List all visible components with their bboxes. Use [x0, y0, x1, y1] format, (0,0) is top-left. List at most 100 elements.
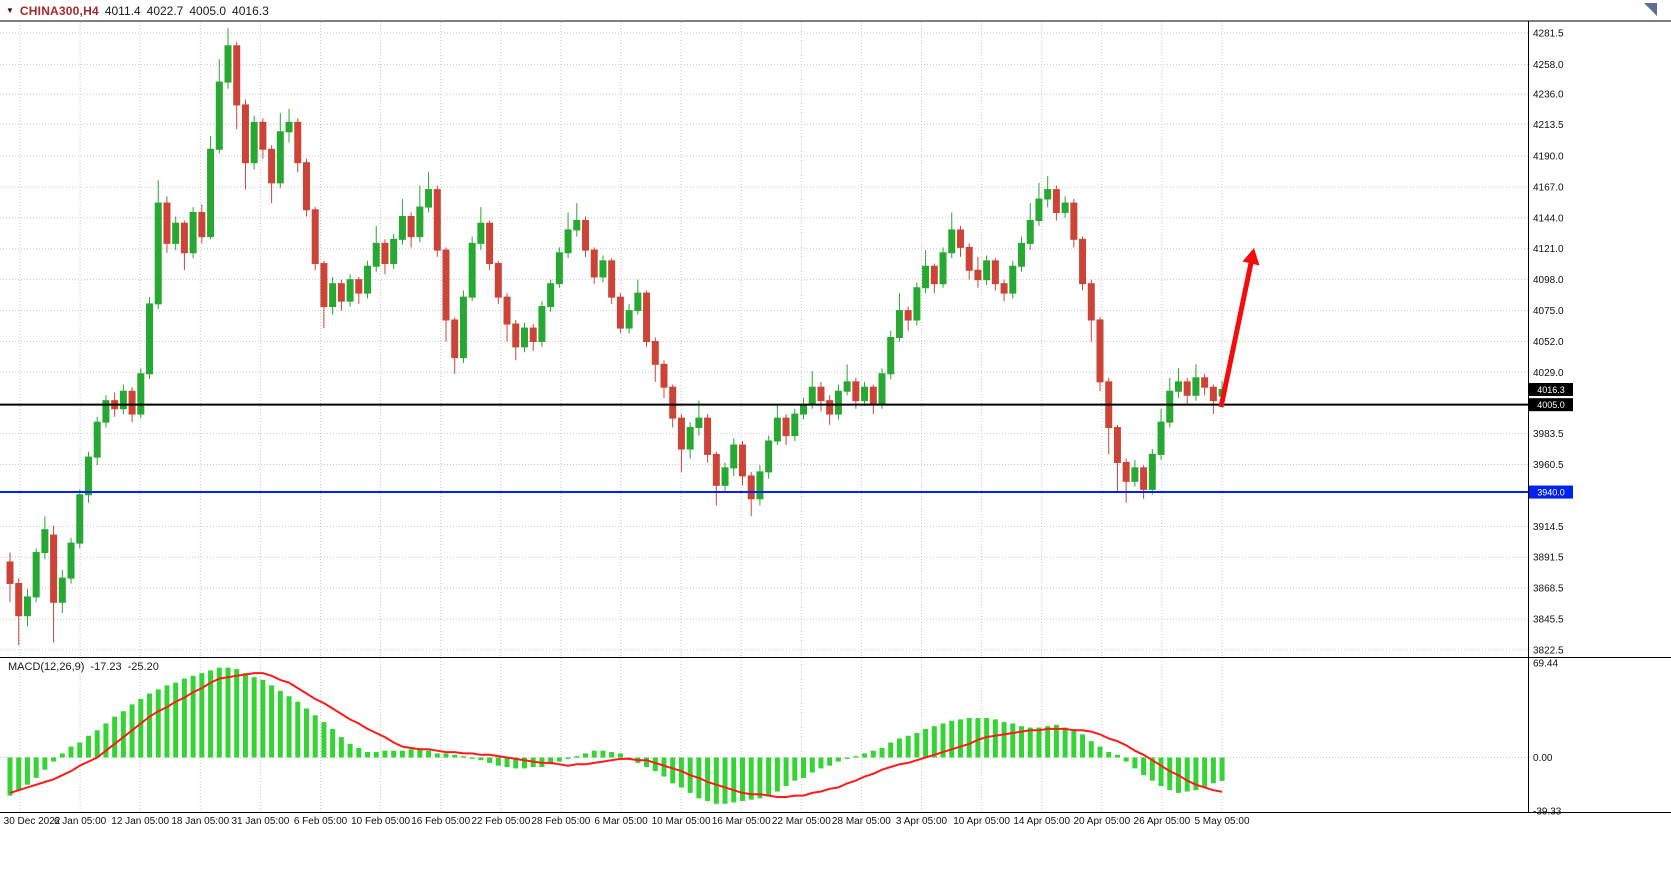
macd-bar	[652, 757, 658, 772]
macd-bar	[277, 690, 283, 758]
macd-bar	[818, 757, 824, 769]
macd-bar	[112, 716, 118, 758]
candle-down	[826, 400, 834, 415]
price-axis-label: 4281.5	[1533, 29, 1564, 40]
dropdown-triangle-icon[interactable]: ▼	[6, 6, 14, 15]
time-axis-label: 22 Mar 05:00	[772, 816, 831, 827]
macd-bar	[513, 757, 519, 769]
macd-bar	[870, 750, 876, 758]
macd-bar	[382, 750, 388, 758]
macd-bar	[1019, 726, 1025, 758]
candle-up	[58, 577, 66, 603]
candle-down	[163, 202, 171, 244]
macd-bar	[399, 750, 405, 758]
candle-up	[634, 292, 642, 312]
macd-bar	[347, 743, 353, 758]
candle-up	[1009, 265, 1017, 294]
candle-up	[398, 215, 406, 240]
candle-down	[582, 220, 590, 251]
candle-up	[172, 222, 180, 244]
macd-bar	[155, 689, 161, 758]
candle-down	[1122, 461, 1130, 482]
candle-up	[538, 306, 546, 342]
candle-up	[686, 427, 694, 450]
macd-axis-label: -39.33	[1533, 807, 1562, 818]
price-axis-label: 3983.5	[1533, 429, 1564, 440]
candle-up	[721, 467, 729, 486]
macd-bar	[1062, 727, 1068, 758]
candle-down	[180, 222, 188, 254]
time-axis-label: 6 Mar 05:00	[594, 816, 648, 827]
macd-bar	[792, 757, 798, 781]
macd-bar	[85, 735, 91, 758]
macd-bar	[844, 757, 850, 759]
macd-bar	[251, 677, 257, 758]
macd-bar	[609, 752, 615, 758]
candle-up	[390, 238, 398, 265]
macd-bar	[208, 670, 214, 758]
price-badge-text: 4016.3	[1537, 385, 1565, 395]
macd-bar	[774, 757, 780, 792]
candle-up	[67, 542, 75, 579]
candle-up	[791, 413, 799, 437]
candle-up	[1174, 381, 1182, 392]
candle-down	[294, 121, 302, 164]
time-axis-label: 6 Jan 05:00	[54, 816, 107, 827]
candle-down	[6, 561, 14, 584]
macd-bar	[120, 711, 126, 758]
macd-bar	[583, 753, 589, 758]
candle-up	[808, 386, 816, 406]
macd-bar	[644, 757, 650, 768]
macd-bar	[365, 752, 371, 758]
price-badge	[1529, 485, 1573, 499]
trend-arrow[interactable]	[1218, 248, 1260, 408]
macd-bar	[51, 757, 57, 762]
price-axis-label: 4121.0	[1533, 244, 1564, 255]
macd-bar	[591, 750, 597, 758]
candle-up	[23, 596, 31, 617]
price-axis-label: 3868.5	[1533, 584, 1564, 595]
candle-up	[215, 81, 223, 150]
time-axis-label: 16 Mar 05:00	[712, 816, 771, 827]
macd-bar	[216, 667, 222, 758]
macd-bar	[24, 757, 30, 785]
candle-down	[1140, 467, 1148, 490]
candle-down	[259, 121, 267, 150]
macd-bar	[670, 757, 676, 784]
macd-bar	[469, 757, 475, 759]
macd-bar	[731, 757, 737, 803]
scroll-to-end-icon[interactable]	[1644, 3, 1657, 16]
macd-bar	[661, 757, 667, 777]
candle-up	[843, 381, 851, 392]
macd-bar	[1123, 757, 1129, 762]
candle-down	[320, 263, 328, 308]
macd-bar	[286, 696, 292, 758]
macd-bar	[565, 757, 571, 759]
macd-bar	[260, 679, 266, 758]
candle-down	[128, 390, 136, 415]
macd-bar	[408, 749, 414, 758]
macd-bar	[7, 757, 13, 796]
macd-bar	[321, 722, 327, 758]
candle-down	[241, 104, 249, 164]
macd-bar	[766, 757, 772, 796]
candle-down	[991, 260, 999, 285]
time-axis-label: 26 Apr 05:00	[1134, 816, 1191, 827]
candle-up	[599, 260, 607, 278]
macd-bar	[495, 757, 501, 766]
time-axis-label: 5 May 05:00	[1194, 816, 1249, 827]
macd-bar	[1184, 757, 1190, 792]
macd-bar	[1080, 734, 1086, 758]
price-badges: 4016.3 4005.0 3940.0	[1529, 382, 1573, 499]
ohlc-low: 4005.0	[189, 4, 227, 18]
candle-up	[1044, 189, 1052, 200]
candle-down	[660, 363, 668, 388]
macd-bar	[940, 723, 946, 758]
macd-bar	[1071, 728, 1077, 758]
candle-up	[887, 336, 895, 375]
candle-up	[285, 121, 293, 133]
ohlc-open: 4011.4	[104, 4, 141, 18]
candle-down	[1079, 238, 1087, 285]
